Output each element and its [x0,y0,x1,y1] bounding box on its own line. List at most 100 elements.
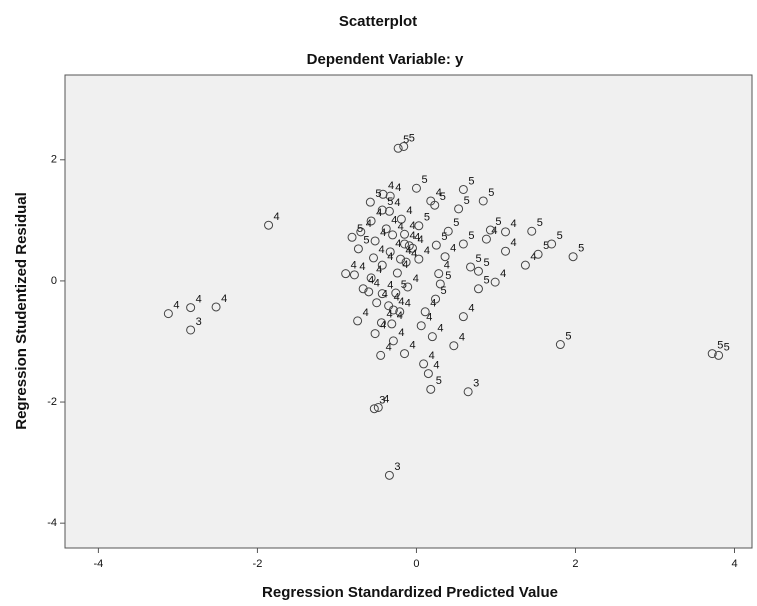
point [388,336,398,346]
point-label: 4 [411,248,417,260]
point [356,227,366,237]
point-label: 4 [351,260,357,272]
point [395,307,405,317]
point [431,294,441,304]
point [370,329,380,339]
point-label: 4 [380,320,386,332]
point-label: 5 [363,235,369,247]
x-tick-label: 2 [572,558,578,570]
point-label: 5 [557,230,563,242]
point-label: 4 [500,268,506,280]
point-label: 4 [387,280,393,292]
y-tick-label: 0 [51,275,57,287]
point-label: 4 [388,180,394,192]
point [373,402,383,412]
point-label: 4 [530,251,536,263]
point [458,184,468,194]
point [377,289,387,299]
point-label: 4 [382,289,388,301]
point [449,341,459,351]
point [384,206,394,216]
point [366,273,376,283]
point [466,262,476,272]
point-label: 5 [436,375,442,387]
plot-area [64,74,753,549]
point [400,229,410,239]
point [555,340,565,350]
point [388,230,398,240]
point [378,189,388,199]
point-label: 4 [406,245,412,257]
point-label: 4 [410,339,416,351]
point-label: 5 [409,132,415,144]
point-label: 4 [413,273,419,285]
point-label: 4 [374,278,380,290]
point [372,298,382,308]
point [392,268,402,278]
point-label: 5 [543,240,549,252]
chart-title: Scatterplot [339,13,417,30]
point [481,234,491,244]
point [547,239,557,249]
point [403,282,413,292]
point [423,369,433,379]
point [416,321,426,331]
point-label: 4 [386,341,392,353]
point-label: 4 [444,260,450,272]
point-label: 4 [379,244,385,256]
point-label: 4 [450,243,456,255]
point-label: 4 [424,245,430,257]
point-label: 4 [410,230,416,242]
point-label: 5 [441,285,447,297]
point-label: 4 [386,309,392,321]
point-label: 4 [511,237,517,249]
point-label: 5 [565,330,571,342]
point-label: 5 [724,341,730,353]
point-label: 4 [274,211,280,223]
point-label: 5 [453,217,459,229]
point-label: 5 [468,230,474,242]
point [365,197,375,207]
point [454,204,464,214]
point [186,303,196,313]
point-label: 4 [436,187,442,199]
x-axis-label: Regression Standardized Predicted Value [262,584,558,601]
point-label: 4 [398,296,404,308]
x-tick-label: -4 [94,558,104,570]
point [369,253,379,263]
point [473,284,483,294]
point-label: 4 [376,264,382,276]
point [431,240,441,250]
point [381,224,391,234]
point-label: 5 [483,275,489,287]
point [366,216,376,226]
point-label: 4 [221,293,227,305]
point-label: 4 [394,292,400,304]
point [376,318,386,328]
point [396,254,406,264]
point [401,257,411,267]
point-label: 4 [380,227,386,239]
point [485,225,495,235]
point [473,266,483,276]
point-label: 4 [387,251,393,263]
point-label: 5 [483,257,489,269]
point-label: 5 [468,175,474,187]
point [364,287,374,297]
x-tick-label: -2 [253,558,263,570]
point [377,260,387,270]
point-label: 4 [359,261,365,273]
point-label: 4 [410,220,416,232]
point-label: 5 [357,223,363,235]
point [478,196,488,206]
point-label: 5 [424,212,430,224]
point-label: 5 [464,195,470,207]
point [211,302,221,312]
point [370,236,380,246]
point-label: 4 [376,207,382,219]
point [385,247,395,257]
point [369,404,379,414]
point [349,270,359,280]
point [388,305,398,315]
point [533,249,543,259]
